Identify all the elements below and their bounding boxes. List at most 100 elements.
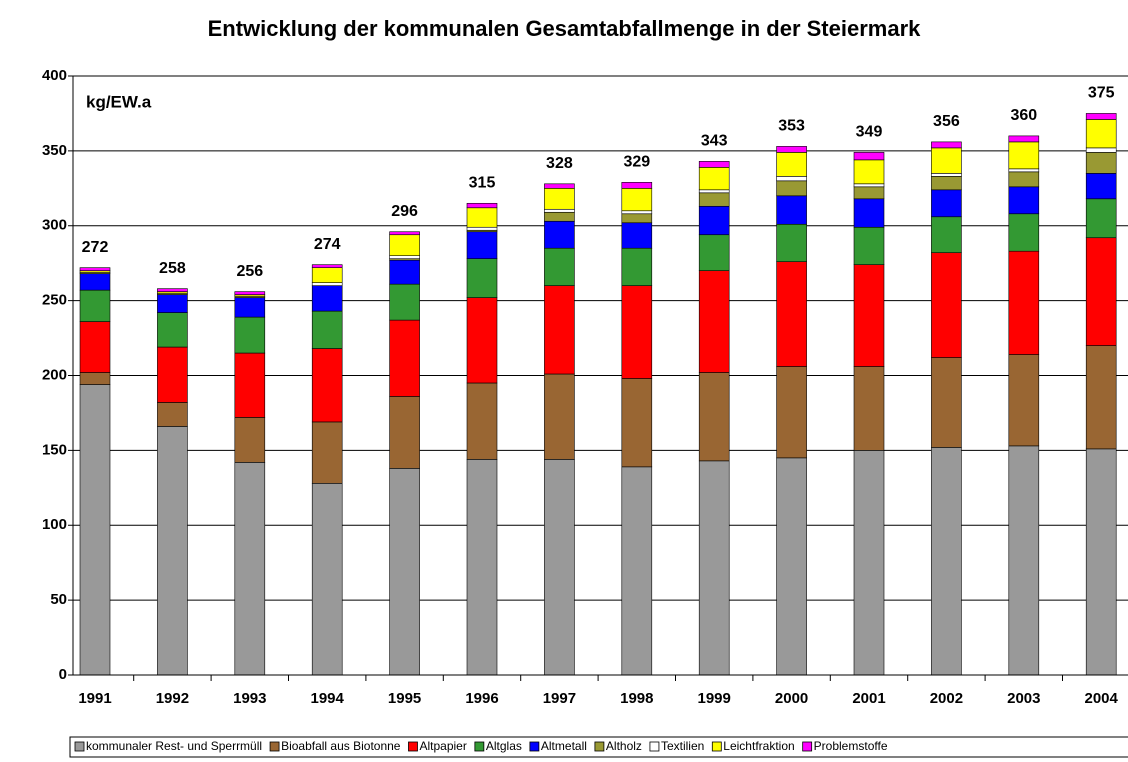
bar-segment: [1008, 250, 1040, 355]
legend-label: Altglas: [486, 739, 522, 753]
bar-segment: [621, 182, 653, 189]
bar-segment: [79, 273, 111, 291]
bar-segment: [1008, 445, 1040, 676]
legend-label: Textilien: [661, 739, 704, 753]
legend-swatch: [408, 741, 418, 752]
bar-segment: [311, 348, 343, 423]
bar-segment: [698, 161, 730, 168]
x-tick-label: 2001: [852, 690, 885, 707]
bar-segment: [1008, 186, 1040, 215]
y-tick-label: 400: [42, 67, 67, 84]
x-tick-label: 1991: [78, 690, 111, 707]
total-label: 296: [391, 203, 418, 220]
bar-segment: [1085, 113, 1117, 120]
x-tick-label: 1993: [233, 690, 266, 707]
bar-segment: [466, 226, 498, 231]
bar-segment: [776, 146, 807, 153]
legend-label: Altpapier: [419, 739, 466, 753]
bar-segment: [234, 417, 266, 463]
bar-segment: [776, 366, 807, 459]
total-label: 356: [933, 113, 960, 130]
total-label: 360: [1010, 107, 1037, 124]
bar-segment: [389, 396, 420, 469]
bar-segment: [931, 252, 962, 358]
x-tick-label: 2002: [930, 690, 963, 707]
bar-segment: [311, 483, 343, 676]
bar-segment: [1008, 141, 1040, 170]
bar-segment: [853, 366, 885, 451]
bar-segment: [544, 208, 575, 213]
bar-segment: [698, 192, 730, 207]
legend-label: Leichtfraktion: [723, 739, 794, 753]
bar-segment: [931, 147, 962, 174]
total-label: 258: [159, 260, 186, 277]
bar-segment: [466, 231, 498, 259]
y-unit-label: kg/EW.a: [86, 92, 152, 111]
bar-segment: [776, 457, 807, 676]
legend-swatch: [474, 741, 485, 752]
bar-segment: [1008, 213, 1040, 252]
bar-segment: [931, 173, 962, 177]
legend-swatch: [529, 741, 540, 752]
bar-segment: [466, 202, 498, 209]
x-tick-label: 1995: [388, 690, 421, 707]
bar-segment: [621, 285, 653, 379]
legend-swatch: [74, 741, 85, 752]
legend-label: Altholz: [606, 739, 642, 753]
total-label: 256: [236, 263, 263, 280]
legend-swatch: [594, 741, 605, 752]
y-tick-label: 150: [42, 441, 67, 458]
bar-segment: [311, 264, 343, 268]
y-tick-label: 200: [42, 366, 67, 383]
bar-segment: [1085, 198, 1117, 239]
bar-segment: [931, 176, 962, 191]
bar-segment: [157, 312, 188, 348]
bar-segment: [931, 216, 962, 254]
bar-segment: [698, 189, 730, 194]
bar-segment: [389, 468, 420, 676]
y-tick-label: 350: [42, 142, 67, 159]
bar-segment: [931, 447, 962, 676]
legend-swatch: [711, 741, 722, 752]
y-tick-label: 0: [59, 666, 67, 683]
bar-segment: [234, 316, 266, 354]
total-label: 343: [701, 133, 728, 150]
total-label: 272: [82, 239, 109, 256]
bar-segment: [466, 258, 498, 298]
bar-segment: [79, 372, 111, 385]
bar-segment: [853, 198, 885, 228]
bar-segment: [1085, 119, 1117, 149]
bar-segment: [234, 462, 266, 676]
bar-segment: [776, 152, 807, 177]
bar-segment: [544, 211, 575, 222]
legend-swatch: [269, 741, 280, 752]
bar-segment: [621, 210, 653, 215]
bar-segment: [1085, 147, 1117, 153]
bar-segment: [544, 247, 575, 286]
bar-segment: [621, 222, 653, 249]
x-tick-label: 2003: [1007, 690, 1040, 707]
bar-segment: [698, 205, 730, 236]
bar-segment: [853, 264, 885, 367]
bar-segment: [466, 207, 498, 228]
bar-segment: [1085, 173, 1117, 200]
bar-segment: [466, 297, 498, 384]
bar-segment: [776, 176, 807, 182]
bar-segment: [931, 189, 962, 218]
bar-segment: [853, 159, 885, 185]
bar-segment: [157, 426, 188, 676]
bar-segment: [544, 459, 575, 676]
legend-swatch: [802, 741, 813, 752]
bar-segment: [621, 378, 653, 468]
bar-segment: [621, 188, 653, 212]
bar-segment: [1008, 168, 1040, 173]
bar-segment: [544, 183, 575, 189]
x-tick-label: 1992: [156, 690, 189, 707]
bar-segment: [1085, 152, 1117, 174]
bar-segment: [1008, 171, 1040, 188]
bar-segment: [776, 195, 807, 225]
bar-segment: [79, 289, 111, 322]
bar-segment: [544, 373, 575, 460]
bar-segment: [389, 231, 420, 236]
